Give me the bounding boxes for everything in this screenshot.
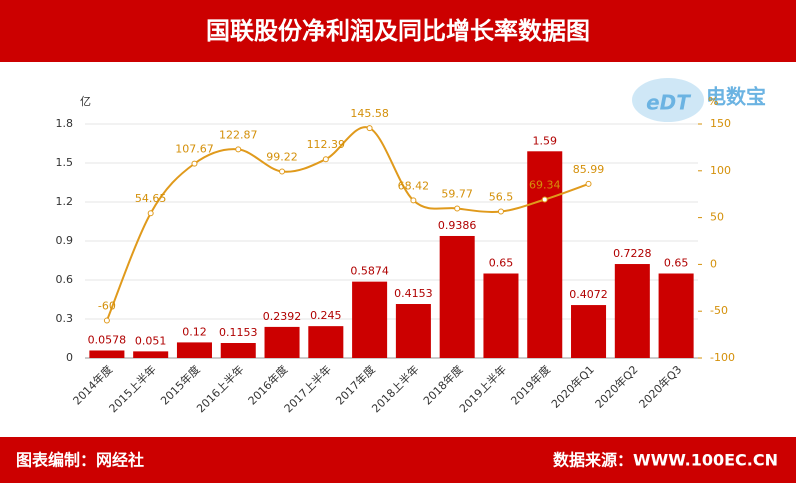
line-value-label: 85.99 — [573, 163, 605, 176]
bar-value-label: 0.9386 — [438, 219, 477, 232]
line-value-label: 59.77 — [441, 187, 473, 200]
logo-mark: eDT — [646, 91, 691, 115]
bar — [308, 326, 344, 358]
bar — [176, 342, 212, 358]
line-value-label: 145.58 — [350, 107, 389, 120]
line-value-label: 69.34 — [529, 178, 561, 191]
bar-value-label: 0.65 — [489, 257, 514, 270]
bar — [658, 273, 694, 358]
line-value-label: 99.22 — [266, 151, 298, 164]
footer-band — [0, 437, 796, 483]
line-point — [410, 197, 417, 204]
y-tick-label: 0 — [66, 351, 73, 364]
bar-value-label: 1.59 — [533, 134, 558, 147]
y-axis-label: 亿 — [80, 95, 91, 108]
y2-tick-label: -100 — [710, 351, 735, 364]
bar — [395, 304, 431, 358]
footer-left: 图表编制：网经社 — [16, 451, 144, 470]
y-tick-label: 1.2 — [56, 195, 74, 208]
bar — [133, 351, 169, 358]
logo-cloud — [632, 78, 704, 122]
y2-tick-label: 100 — [710, 164, 731, 177]
y-tick-label: 0.6 — [56, 273, 74, 286]
line-point — [103, 317, 110, 324]
bar — [264, 326, 300, 358]
logo-name: 电数宝 — [706, 85, 766, 109]
bar — [439, 235, 475, 358]
bar-value-label: 0.5874 — [350, 265, 389, 278]
y2-tick-label: 50 — [710, 211, 724, 224]
bar — [527, 151, 563, 358]
y-tick-label: 1.5 — [56, 156, 74, 169]
line-point — [147, 210, 154, 217]
bar-value-label: 0.7228 — [613, 247, 652, 260]
bar-value-label: 0.12 — [182, 325, 207, 338]
line-point — [497, 208, 504, 215]
bar — [571, 305, 607, 358]
bar-value-label: 0.4072 — [569, 288, 608, 301]
bar — [614, 264, 650, 358]
line-value-label: -60 — [98, 300, 116, 313]
bar-value-label: 0.051 — [135, 334, 167, 347]
line-point — [541, 196, 548, 203]
chart-title: 国联股份净利润及同比增长率数据图 — [206, 17, 590, 45]
bar — [352, 281, 388, 358]
bar-value-label: 0.0578 — [88, 333, 127, 346]
y2-tick-label: 150 — [710, 117, 731, 130]
line-value-label: 68.42 — [398, 179, 430, 192]
y2-axis-label: % — [708, 95, 718, 108]
line-value-label: 112.39 — [307, 138, 346, 151]
line-point — [279, 168, 286, 175]
bar-value-label: 0.2392 — [263, 310, 302, 323]
line-point — [322, 156, 329, 163]
bar-value-label: 0.4153 — [394, 287, 433, 300]
y2-tick-label: -50 — [710, 304, 728, 317]
line-point — [585, 180, 592, 187]
bar-value-label: 0.245 — [310, 309, 342, 322]
logo: eDT 电数宝 — [632, 78, 766, 122]
line-point — [366, 125, 373, 132]
bar — [483, 273, 519, 358]
bar — [220, 343, 256, 358]
line-point — [191, 160, 198, 167]
y2-tick-label: 0 — [710, 257, 717, 270]
footer-right: 数据来源：WWW.100EC.CN — [553, 451, 778, 470]
line-point — [235, 146, 242, 153]
line-value-label: 122.87 — [219, 128, 258, 141]
y-tick-label: 0.3 — [56, 312, 74, 325]
line-value-label: 56.5 — [489, 191, 514, 204]
line-value-label: 107.67 — [175, 143, 214, 156]
header-band — [0, 0, 796, 62]
line-value-label: 54.65 — [135, 192, 167, 205]
bar — [89, 350, 125, 358]
y-tick-label: 1.8 — [56, 117, 74, 130]
line-point — [454, 205, 461, 212]
y-tick-label: 0.9 — [56, 234, 74, 247]
bar-value-label: 0.65 — [664, 257, 689, 270]
bar-value-label: 0.1153 — [219, 326, 258, 339]
